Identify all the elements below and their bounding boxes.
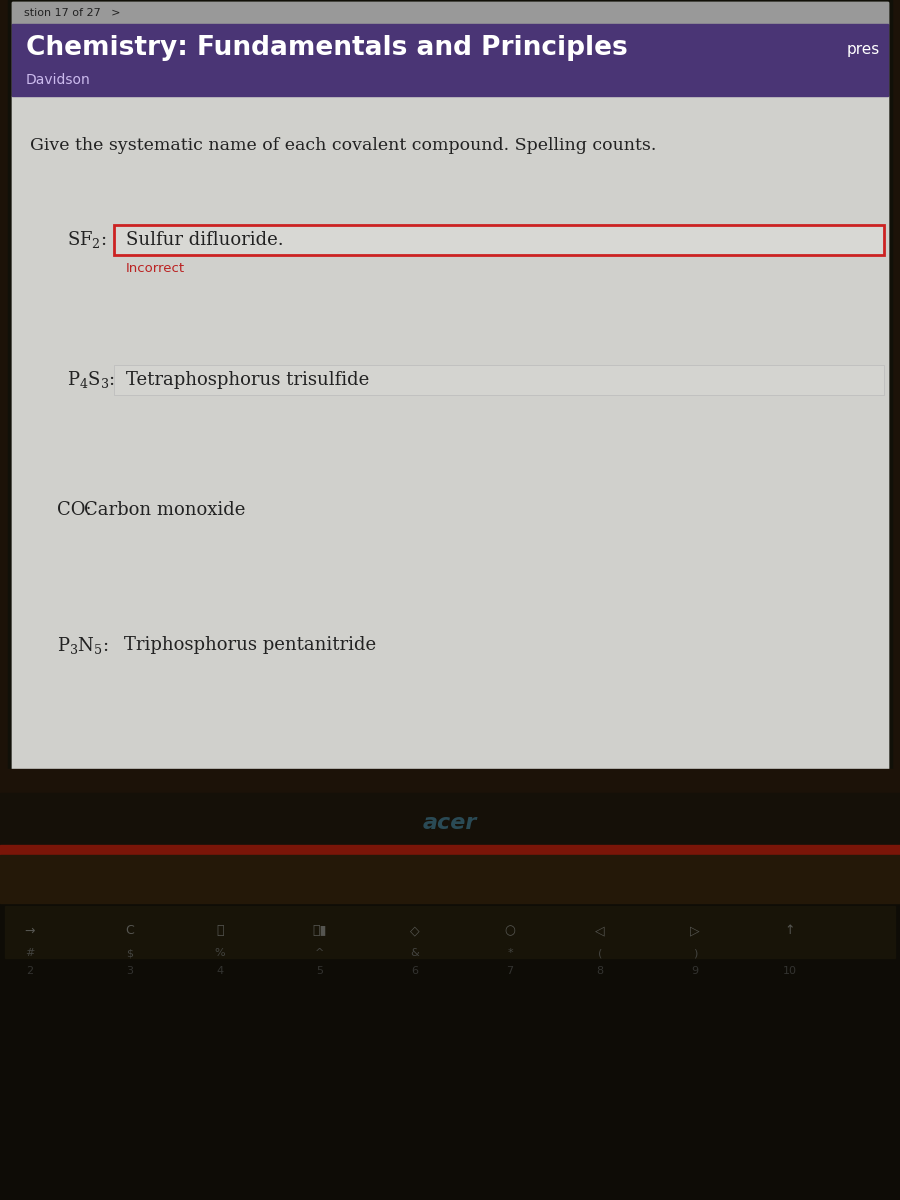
Text: 4: 4 <box>216 966 223 976</box>
Bar <box>0 854 900 902</box>
Text: (: ( <box>598 948 602 958</box>
Bar <box>0 902 900 1200</box>
FancyBboxPatch shape <box>114 226 884 254</box>
Text: $\mathregular{P_4S_3}$:: $\mathregular{P_4S_3}$: <box>67 370 115 390</box>
Bar <box>0 845 900 854</box>
Text: *: * <box>508 948 513 958</box>
Text: →: → <box>25 924 35 937</box>
Text: 3: 3 <box>127 966 133 976</box>
Text: 9: 9 <box>691 966 698 976</box>
Text: 7: 7 <box>507 966 514 976</box>
Text: 6: 6 <box>411 966 418 976</box>
Text: acer: acer <box>423 814 477 833</box>
Text: Tetraphosphorus trisulfide: Tetraphosphorus trisulfide <box>126 371 369 389</box>
Text: ▷: ▷ <box>690 924 700 937</box>
Text: ): ) <box>693 948 698 958</box>
Bar <box>0 769 900 793</box>
Text: $\mathregular{P_3N_5}$:: $\mathregular{P_3N_5}$: <box>57 635 109 655</box>
Text: CO:: CO: <box>57 502 92 518</box>
Bar <box>5 906 895 958</box>
Bar <box>12 24 888 96</box>
Bar <box>12 2 888 770</box>
Text: 5: 5 <box>317 966 323 976</box>
Text: 8: 8 <box>597 966 604 976</box>
Text: Carbon monoxide: Carbon monoxide <box>84 502 246 518</box>
Text: #: # <box>25 948 35 958</box>
Text: 2: 2 <box>26 966 33 976</box>
Text: ⬜: ⬜ <box>216 924 224 937</box>
Text: $\mathregular{SF_2}$:: $\mathregular{SF_2}$: <box>67 229 107 251</box>
Text: &: & <box>410 948 419 958</box>
Text: C: C <box>126 924 134 937</box>
Text: pres: pres <box>847 42 880 56</box>
Text: %: % <box>215 948 225 958</box>
Text: ⬜▮: ⬜▮ <box>313 924 328 937</box>
Text: ↑: ↑ <box>785 924 796 937</box>
Bar <box>8 0 892 775</box>
Text: Give the systematic name of each covalent compound. Spelling counts.: Give the systematic name of each covalen… <box>30 138 656 155</box>
Text: $: $ <box>127 948 133 958</box>
Text: Chemistry: Fundamentals and Principles: Chemistry: Fundamentals and Principles <box>26 35 628 61</box>
Text: 10: 10 <box>783 966 797 976</box>
Bar <box>0 793 900 853</box>
Text: Davidson: Davidson <box>26 73 91 88</box>
Bar <box>12 2 888 24</box>
Text: Sulfur difluoride.: Sulfur difluoride. <box>126 230 284 248</box>
Bar <box>12 96 888 770</box>
Text: Triphosphorus pentanitride: Triphosphorus pentanitride <box>124 636 376 654</box>
Text: ◁: ◁ <box>595 924 605 937</box>
FancyBboxPatch shape <box>114 365 884 395</box>
Text: ◇: ◇ <box>410 924 419 937</box>
Text: ^: ^ <box>315 948 325 958</box>
Text: Incorrect: Incorrect <box>126 263 185 276</box>
Text: stion 17 of 27   >: stion 17 of 27 > <box>24 8 121 18</box>
Text: ○: ○ <box>505 924 516 937</box>
